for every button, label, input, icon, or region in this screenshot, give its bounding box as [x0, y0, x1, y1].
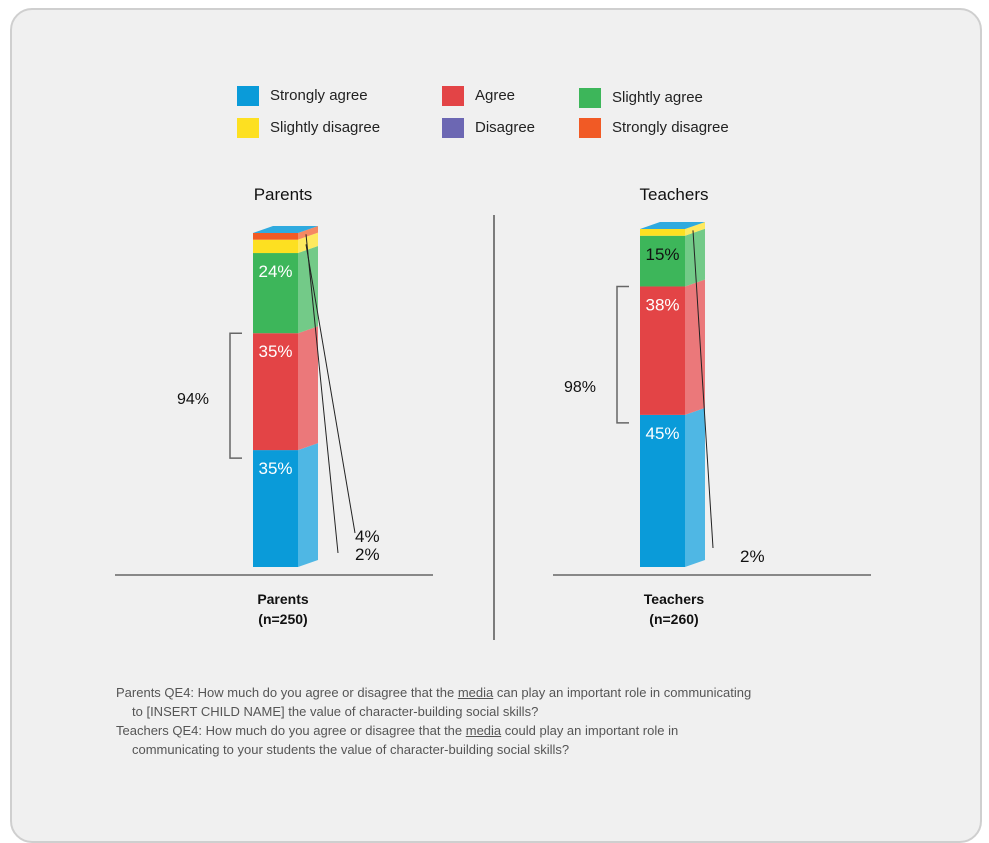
teachers-bar-slightly-disagree-side	[685, 222, 705, 236]
teachers-media-link: media	[465, 723, 502, 738]
parents-bar-strongly-agree-side	[298, 443, 318, 567]
teachers-data-label-agree: 38%	[645, 295, 679, 314]
parents-bar-slightly-agree	[253, 253, 298, 334]
teachers-footnote-prefix: Teachers QE4: How much do you agree or d…	[116, 723, 466, 738]
legend-label-disagree: Disagree	[475, 119, 535, 136]
teachers-leader-slightly-disagree	[692, 230, 714, 549]
parents-bar-top-cap	[253, 226, 318, 233]
parents-bar-strongly-agree	[253, 450, 298, 567]
parents-footnote-line2: to [INSERT CHILD NAME] the value of char…	[132, 704, 539, 719]
parents-leader-slightly-disagree	[305, 244, 356, 534]
legend-label-strongly-disagree: Strongly disagree	[612, 119, 729, 136]
parents-bar-slightly-agree-side	[298, 246, 318, 334]
parents-bar-slightly-disagree	[253, 239, 298, 254]
teachers-bar-slightly-disagree	[640, 229, 685, 236]
legend-swatch-agree	[442, 86, 464, 106]
parents-media-link: media	[457, 685, 494, 700]
teachers-bar-strongly-agree	[640, 414, 685, 567]
legend-swatch-strongly-disagree	[579, 118, 601, 138]
parents-category-label: Parents	[257, 591, 309, 607]
legend-label-agree: Agree	[475, 87, 515, 104]
parents-footnote: Parents QE4: How much do you agree or di…	[116, 683, 751, 721]
legend-label-strongly-agree: Strongly agree	[270, 87, 368, 104]
teachers-agree-bracket	[616, 285, 629, 424]
legend-swatch-slightly-agree	[579, 88, 601, 108]
parents-n-label: (n=250)	[258, 611, 307, 627]
parents-bar-slightly-disagree-side	[298, 232, 318, 254]
parents-data-label-strongly-agree: 35%	[258, 459, 292, 478]
parents-data-label-slightly-disagree: 4%	[355, 527, 380, 546]
teachers-footnote-line2: communicating to your students the value…	[132, 742, 570, 757]
parents-panel-title: Parents	[254, 185, 313, 204]
parents-data-label-strongly-disagree: 2%	[355, 545, 380, 564]
teachers-bar-agree	[640, 286, 685, 415]
teachers-data-label-strongly-agree: 45%	[645, 424, 679, 443]
parents-agree-bracket	[229, 332, 242, 459]
teachers-footnote-suffix: could play an important role in	[501, 723, 679, 738]
teachers-data-label-slightly-agree: 15%	[645, 245, 679, 264]
teachers-bar-strongly-agree-side	[685, 407, 705, 567]
parents-bar-agree-side	[298, 326, 318, 451]
legend-swatch-slightly-disagree	[237, 118, 259, 138]
parents-bar-agree	[253, 333, 298, 451]
parents-data-label-agree: 35%	[258, 342, 292, 361]
legend-label-slightly-agree: Slightly agree	[612, 89, 703, 106]
teachers-n-label: (n=260)	[649, 611, 698, 627]
teachers-panel-title: Teachers	[640, 185, 709, 204]
teachers-bar-slightly-agree	[640, 235, 685, 287]
teachers-agree-total: 98%	[564, 379, 596, 396]
teachers-footnote: Teachers QE4: How much do you agree or d…	[116, 721, 678, 759]
parents-data-label-slightly-agree: 24%	[258, 262, 292, 281]
teachers-data-label-slightly-disagree: 2%	[740, 547, 765, 566]
parents-bar-strongly-disagree-side	[298, 226, 318, 240]
teachers-bar-agree-side	[685, 279, 705, 415]
legend-swatch-disagree	[442, 118, 464, 138]
legend-label-slightly-disagree: Slightly disagree	[270, 119, 380, 136]
legend-swatch-strongly-agree	[237, 86, 259, 106]
chart-card	[10, 8, 982, 843]
parents-bar-strongly-disagree	[253, 233, 298, 240]
teachers-bar-top-cap	[640, 222, 705, 229]
parents-agree-total: 94%	[177, 391, 209, 408]
teachers-category-label: Teachers	[644, 591, 705, 607]
parents-footnote-suffix: can play an important role in communicat…	[493, 685, 752, 700]
parents-footnote-prefix: Parents QE4: How much do you agree or di…	[116, 685, 458, 700]
parents-leader-strongly-disagree	[305, 234, 339, 554]
